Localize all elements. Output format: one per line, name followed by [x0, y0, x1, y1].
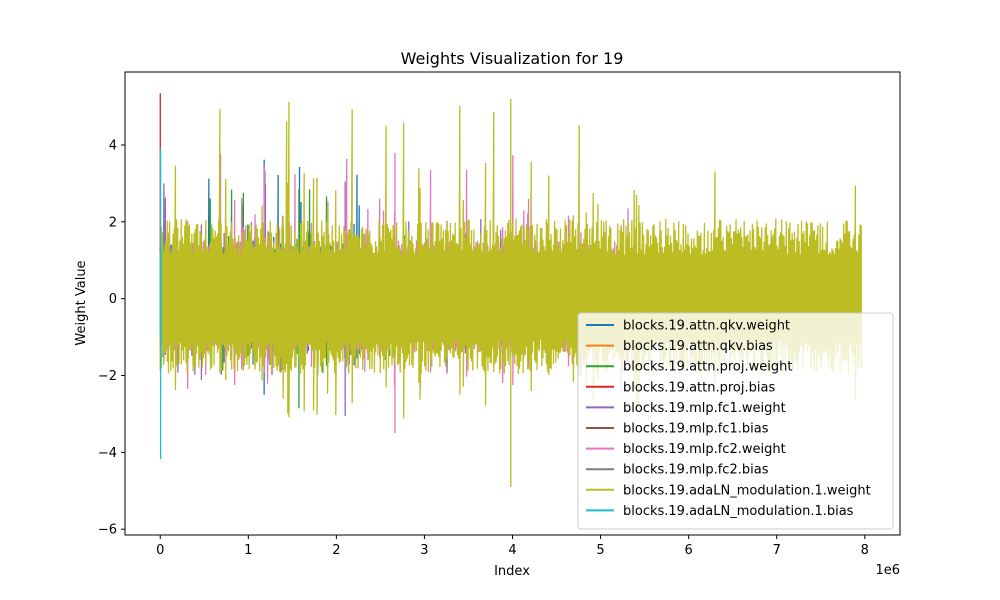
x-tick-label: 8	[861, 543, 869, 558]
x-tick-label: 1	[244, 543, 252, 558]
legend-entry: blocks.19.mlp.fc1.bias	[623, 422, 769, 437]
x-tick-label: 6	[684, 543, 692, 558]
legend-box	[577, 312, 894, 530]
y-tick-label: −2	[98, 369, 117, 384]
x-tick-label: 7	[773, 543, 781, 558]
legend-entry: blocks.19.attn.proj.bias	[623, 380, 775, 395]
y-tick-label: 2	[109, 215, 117, 230]
legend-entry: blocks.19.adaLN_modulation.1.weight	[623, 483, 871, 498]
y-tick-label: −4	[98, 446, 117, 461]
legend-entry: blocks.19.attn.qkv.weight	[623, 319, 790, 334]
plot-area	[159, 93, 862, 487]
y-axis: −6 −4 −2 0 2 4	[98, 139, 125, 538]
x-tick-label: 3	[420, 543, 428, 558]
series-line-9	[159, 148, 162, 460]
legend-entry: blocks.19.mlp.fc2.weight	[623, 442, 786, 457]
x-tick-label: 5	[596, 543, 604, 558]
x-axis: 0 1 2 3 4 5 6 7 8	[156, 535, 869, 558]
legend-entry: blocks.19.mlp.fc1.weight	[623, 401, 786, 416]
legend-entry: blocks.19.attn.qkv.bias	[623, 339, 773, 354]
legend-entry: blocks.19.adaLN_modulation.1.bias	[623, 504, 854, 519]
legend: blocks.19.attn.qkv.weight blocks.19.attn.…	[577, 312, 894, 530]
x-tick-label: 4	[508, 543, 516, 558]
x-axis-label: Index	[494, 564, 530, 579]
legend-entry: blocks.19.mlp.fc2.bias	[623, 463, 769, 478]
chart-title: Weights Visualization for 19	[401, 49, 624, 68]
x-tick-label: 2	[332, 543, 340, 558]
x-tick-label: 0	[156, 543, 164, 558]
y-tick-label: 4	[109, 139, 117, 154]
y-tick-label: 0	[109, 292, 117, 307]
x-axis-offset-label: 1e6	[875, 563, 900, 578]
y-tick-label: −6	[98, 523, 117, 538]
legend-entry: blocks.19.attn.proj.weight	[623, 360, 792, 375]
y-axis-label: Weight Value	[74, 260, 89, 345]
